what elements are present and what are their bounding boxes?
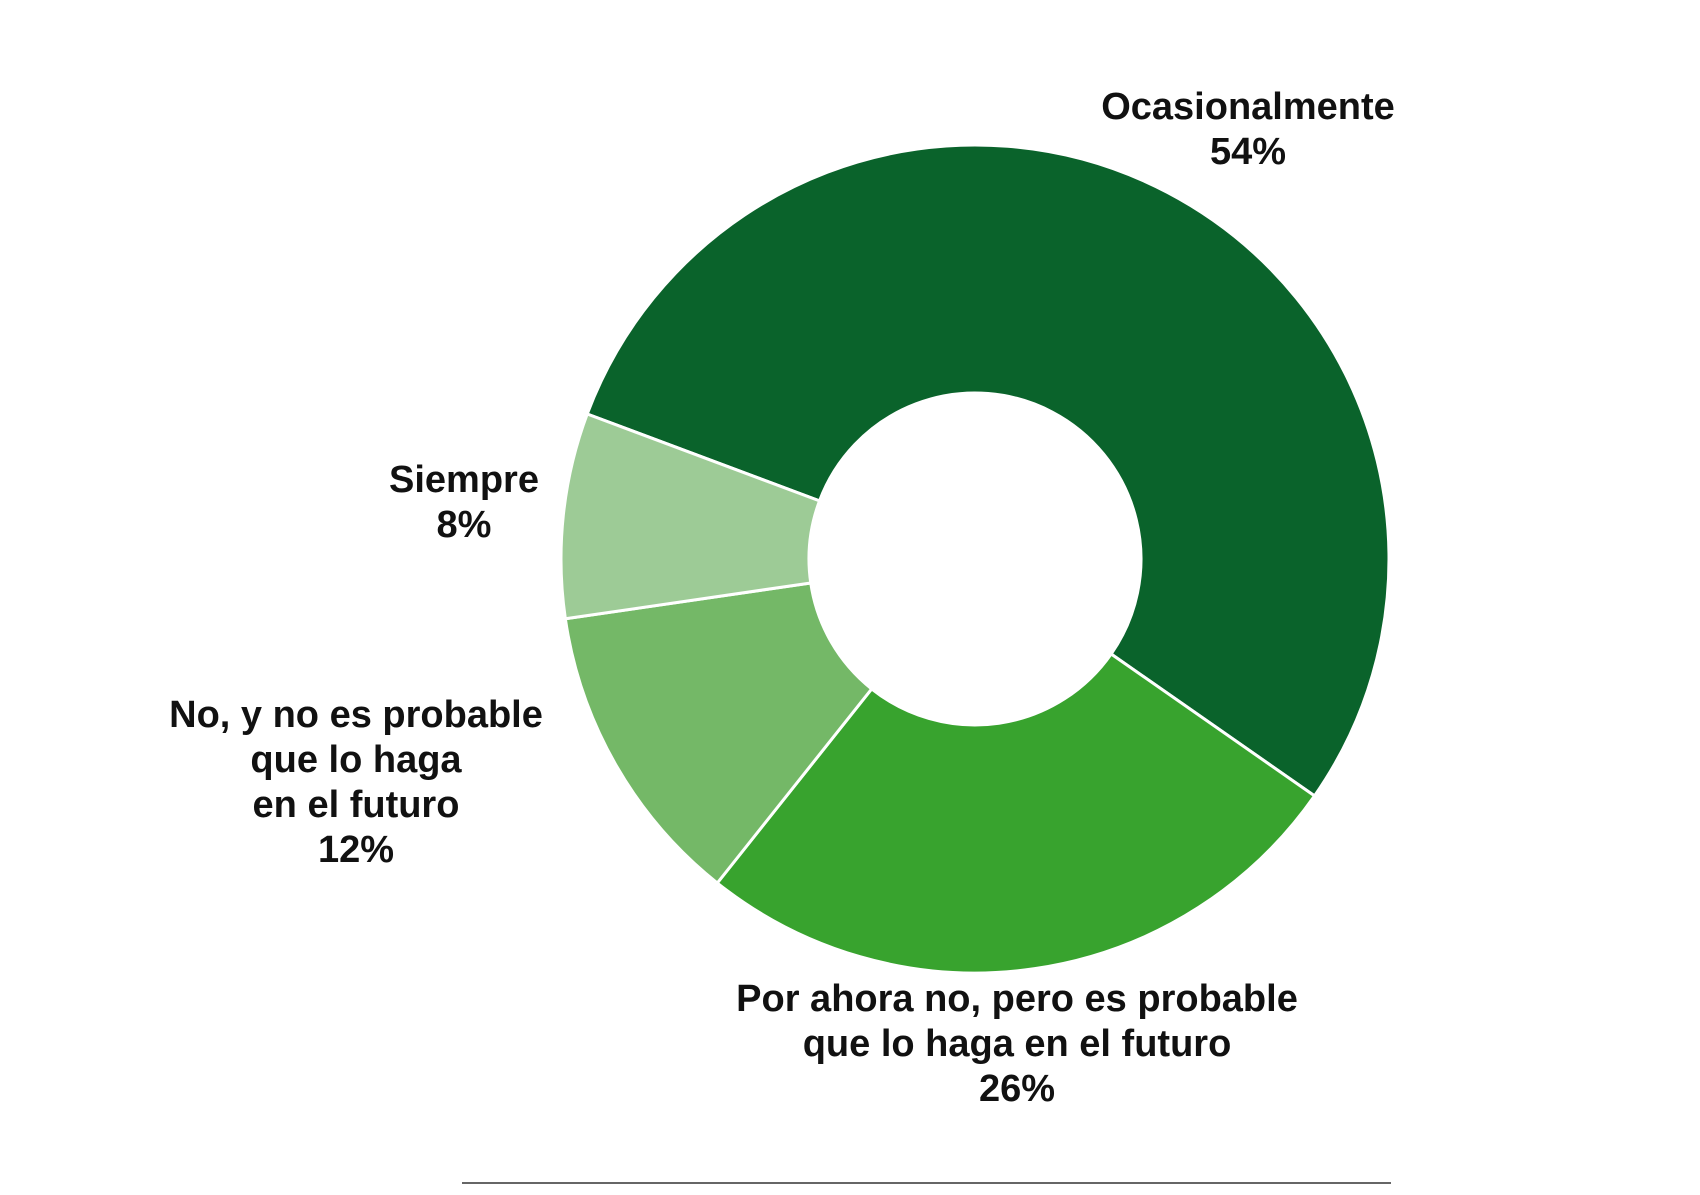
value-label: 12% <box>318 829 394 871</box>
donut-slice <box>715 651 1317 975</box>
donut-slice <box>559 412 822 621</box>
slice-label: que lo haga <box>250 739 462 781</box>
value-label: 8% <box>437 504 492 546</box>
slice-label: Ocasionalmente <box>1101 86 1395 128</box>
donut-slice <box>585 143 1391 798</box>
slice-label: que lo haga en el futuro <box>803 1023 1232 1065</box>
slice-label: No, y no es probable <box>169 694 543 736</box>
value-label: 26% <box>979 1068 1055 1110</box>
value-label: 54% <box>1210 131 1286 173</box>
slice-label: Por ahora no, pero es probable <box>736 978 1298 1020</box>
slice-label: en el futuro <box>253 784 460 826</box>
slice-label: Siempre <box>389 459 539 501</box>
donut-slice <box>563 581 874 886</box>
